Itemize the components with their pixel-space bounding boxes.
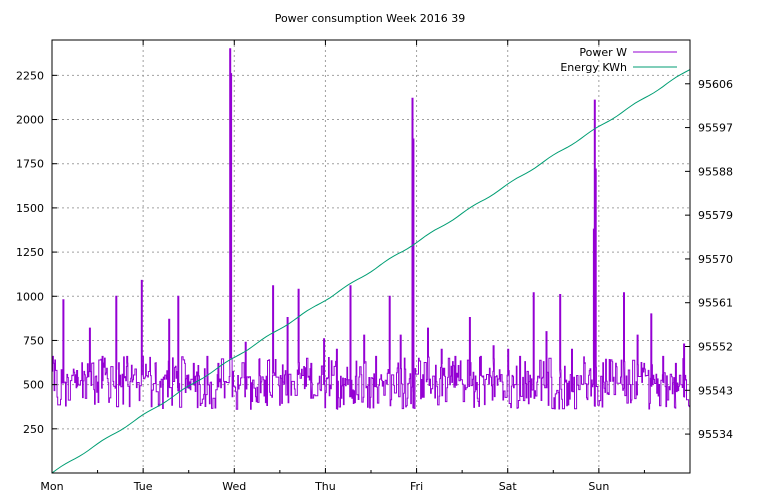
y-left-tick-label: 2250 <box>16 69 44 82</box>
chart-title: Power consumption Week 2016 39 <box>275 12 466 25</box>
y-left-tick-label: 2000 <box>16 114 44 127</box>
y-right-tick-label: 95597 <box>698 122 733 135</box>
y-left-tick-label: 1000 <box>16 290 44 303</box>
x-tick-label: Fri <box>410 480 423 493</box>
y-right-tick-label: 95561 <box>698 297 733 310</box>
x-tick-label: Sat <box>499 480 518 493</box>
x-tick-label: Tue <box>133 480 153 493</box>
x-tick-label: Sun <box>588 480 609 493</box>
y-right-tick-label: 95534 <box>698 428 733 441</box>
legend-label: Power W <box>579 46 627 59</box>
y-left-tick-label: 1500 <box>16 202 44 215</box>
x-tick-label: Thu <box>314 480 336 493</box>
legend: Power W Energy KWh <box>560 46 677 74</box>
legend-label: Energy KWh <box>560 61 627 74</box>
power-series-line <box>52 48 691 410</box>
y-left-tick-label: 1250 <box>16 246 44 259</box>
x-tick-label: Wed <box>222 480 246 493</box>
energy-series-line <box>51 69 691 474</box>
y-right-tick-label: 95543 <box>698 384 733 397</box>
y-left-tick-label: 750 <box>23 334 44 347</box>
y-right-tick-label: 95606 <box>698 78 733 91</box>
y-right-tick-label: 95552 <box>698 341 733 354</box>
series-layer <box>51 48 691 474</box>
y-left-tick-label: 1750 <box>16 158 44 171</box>
y-left-tick-label: 250 <box>23 423 44 436</box>
y-left-tick-label: 500 <box>23 379 44 392</box>
y-right-tick-label: 95588 <box>698 165 733 178</box>
axes: Mon Tue Wed Thu Fri Sat Sun 250 500 750 1000 1250 15… <box>16 40 733 493</box>
x-tick-label: Mon <box>40 480 63 493</box>
y-right-tick-label: 95579 <box>698 209 733 222</box>
y-right-tick-label: 95570 <box>698 253 733 266</box>
